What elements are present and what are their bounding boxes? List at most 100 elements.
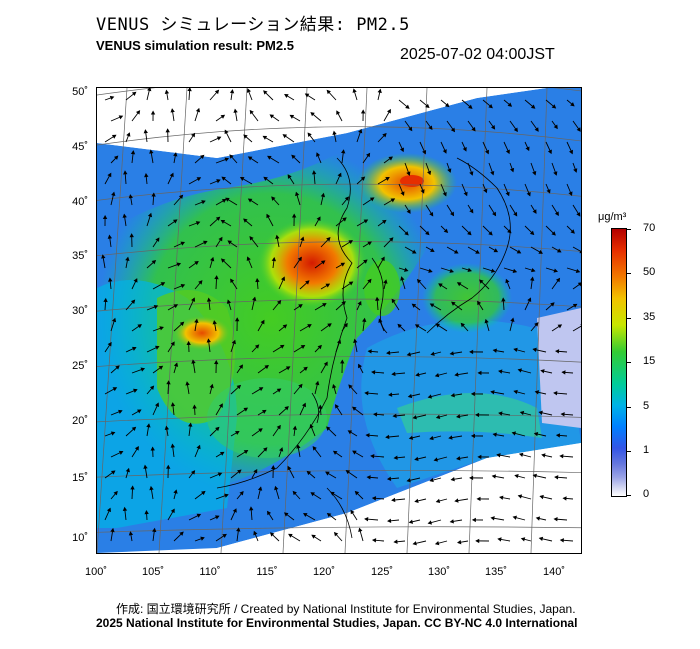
- wind-vector-head: [185, 381, 190, 386]
- wind-vector-head: [170, 108, 175, 113]
- title-jp: VENUS シミュレーション結果: PM2.5: [96, 15, 410, 35]
- wind-vector-head: [340, 359, 345, 364]
- wind-vector-head: [501, 297, 506, 302]
- wind-vector-head: [206, 297, 212, 302]
- lat-label: 50˚: [72, 86, 88, 98]
- wind-vector-head: [287, 465, 292, 471]
- wind-vector-head: [236, 527, 241, 532]
- wind-vector-head: [559, 454, 564, 459]
- wind-vector-head: [344, 196, 350, 201]
- wind-vector-head: [553, 268, 559, 273]
- wind-vector-head: [326, 237, 331, 242]
- wind-vector-head: [420, 189, 425, 194]
- wind-vector-head: [514, 474, 519, 479]
- wind-vector-head: [134, 446, 139, 451]
- wind-vector-head: [229, 89, 235, 94]
- wind-vector-head: [206, 338, 211, 343]
- wind-vector-head: [118, 115, 124, 120]
- wind-vector-head: [200, 536, 205, 541]
- wind-vector-head: [445, 102, 450, 108]
- wind-vector-head: [568, 191, 573, 196]
- wind-vector-head: [214, 275, 219, 280]
- wind-vector-head: [520, 537, 526, 542]
- wind-vector-head: [426, 170, 432, 176]
- wind-vector-head: [412, 415, 417, 420]
- wind-vector-head: [128, 531, 134, 536]
- wind-vector-head: [568, 149, 573, 155]
- wind-vector-head: [232, 508, 237, 513]
- hotspot-sichuan: [172, 315, 232, 351]
- colorbar-label: 5: [643, 400, 650, 412]
- wind-vector-head: [194, 318, 199, 323]
- wind-vector-head: [330, 491, 335, 496]
- wind-vector-head: [367, 349, 372, 354]
- wind-vector-head: [454, 372, 459, 377]
- wind-vector-head: [281, 276, 286, 282]
- wind-vector-head: [408, 519, 414, 524]
- wind-vector-head: [572, 303, 578, 308]
- wind-vector-head: [380, 256, 385, 262]
- wind-vector-head: [201, 490, 206, 496]
- wind-vector-head: [559, 538, 564, 543]
- wind-vector-head: [429, 303, 435, 308]
- wind-vector-head: [166, 464, 171, 469]
- ocean-shade-east: [537, 308, 581, 428]
- wind-vector-head: [407, 393, 413, 399]
- wind-vector-head: [173, 152, 178, 157]
- wind-vector-head: [301, 402, 306, 408]
- wind-vector-head: [492, 211, 497, 217]
- wind-vector-head: [400, 276, 405, 281]
- wind-vector-head: [427, 520, 432, 525]
- wind-vector-head: [490, 268, 496, 273]
- wind-vector-head: [220, 219, 226, 224]
- colorbar-label: 70: [643, 222, 656, 234]
- wind-vector-head: [435, 323, 440, 328]
- wind-vector-head: [101, 254, 106, 259]
- wind-vector-head: [555, 277, 561, 283]
- wind-vector-head: [106, 507, 111, 513]
- wind-vector-head: [534, 127, 539, 132]
- wind-vector-head: [140, 367, 146, 372]
- lon-label: 105˚: [141, 566, 165, 578]
- wind-vector-head: [284, 93, 289, 98]
- wind-vector-head: [158, 365, 164, 370]
- wind-vector-head: [364, 390, 369, 396]
- wind-vector-head: [438, 283, 443, 288]
- wind-vector-head: [475, 412, 480, 418]
- wind-vector-head: [221, 176, 226, 181]
- wind-vector-head: [209, 383, 214, 389]
- wind-vector-head: [551, 104, 557, 109]
- wind-vector-head: [341, 301, 346, 306]
- wind-vector-head: [103, 297, 108, 303]
- wind-vector-head: [225, 197, 230, 202]
- wind-vector-head: [194, 260, 199, 266]
- wind-vector-head: [393, 455, 398, 460]
- wind-vector-head: [144, 510, 149, 515]
- wind-vector-head: [513, 211, 518, 217]
- wind-vector-head: [555, 433, 561, 438]
- wind-vector-head: [477, 454, 482, 460]
- wind-vector-head: [315, 380, 320, 386]
- wind-vector-head: [326, 89, 331, 95]
- wind-vector-head: [210, 256, 215, 262]
- wind-vector-head: [425, 103, 430, 109]
- wind-vector-head: [527, 297, 532, 303]
- wind-vector-head: [150, 110, 156, 115]
- colorbar-tick: [626, 495, 631, 496]
- wind-vector-head: [310, 112, 315, 117]
- wind-vector-head: [320, 192, 326, 198]
- wind-vector-head: [110, 431, 116, 436]
- wind-vector-head: [327, 323, 332, 328]
- wind-vector-head: [312, 446, 317, 451]
- wind-vector-head: [513, 127, 518, 133]
- wind-vector-head: [484, 318, 489, 324]
- wind-vector-head: [309, 423, 314, 429]
- wind-vector-head: [216, 136, 222, 141]
- wind-vector-head: [179, 321, 185, 326]
- wind-vector-head: [488, 231, 493, 236]
- wind-vector-head: [246, 88, 251, 93]
- wind-vector-head: [443, 228, 449, 233]
- wind-vector-head: [320, 260, 326, 265]
- wind-vector-head: [450, 393, 455, 398]
- wind-vector-head: [144, 173, 149, 178]
